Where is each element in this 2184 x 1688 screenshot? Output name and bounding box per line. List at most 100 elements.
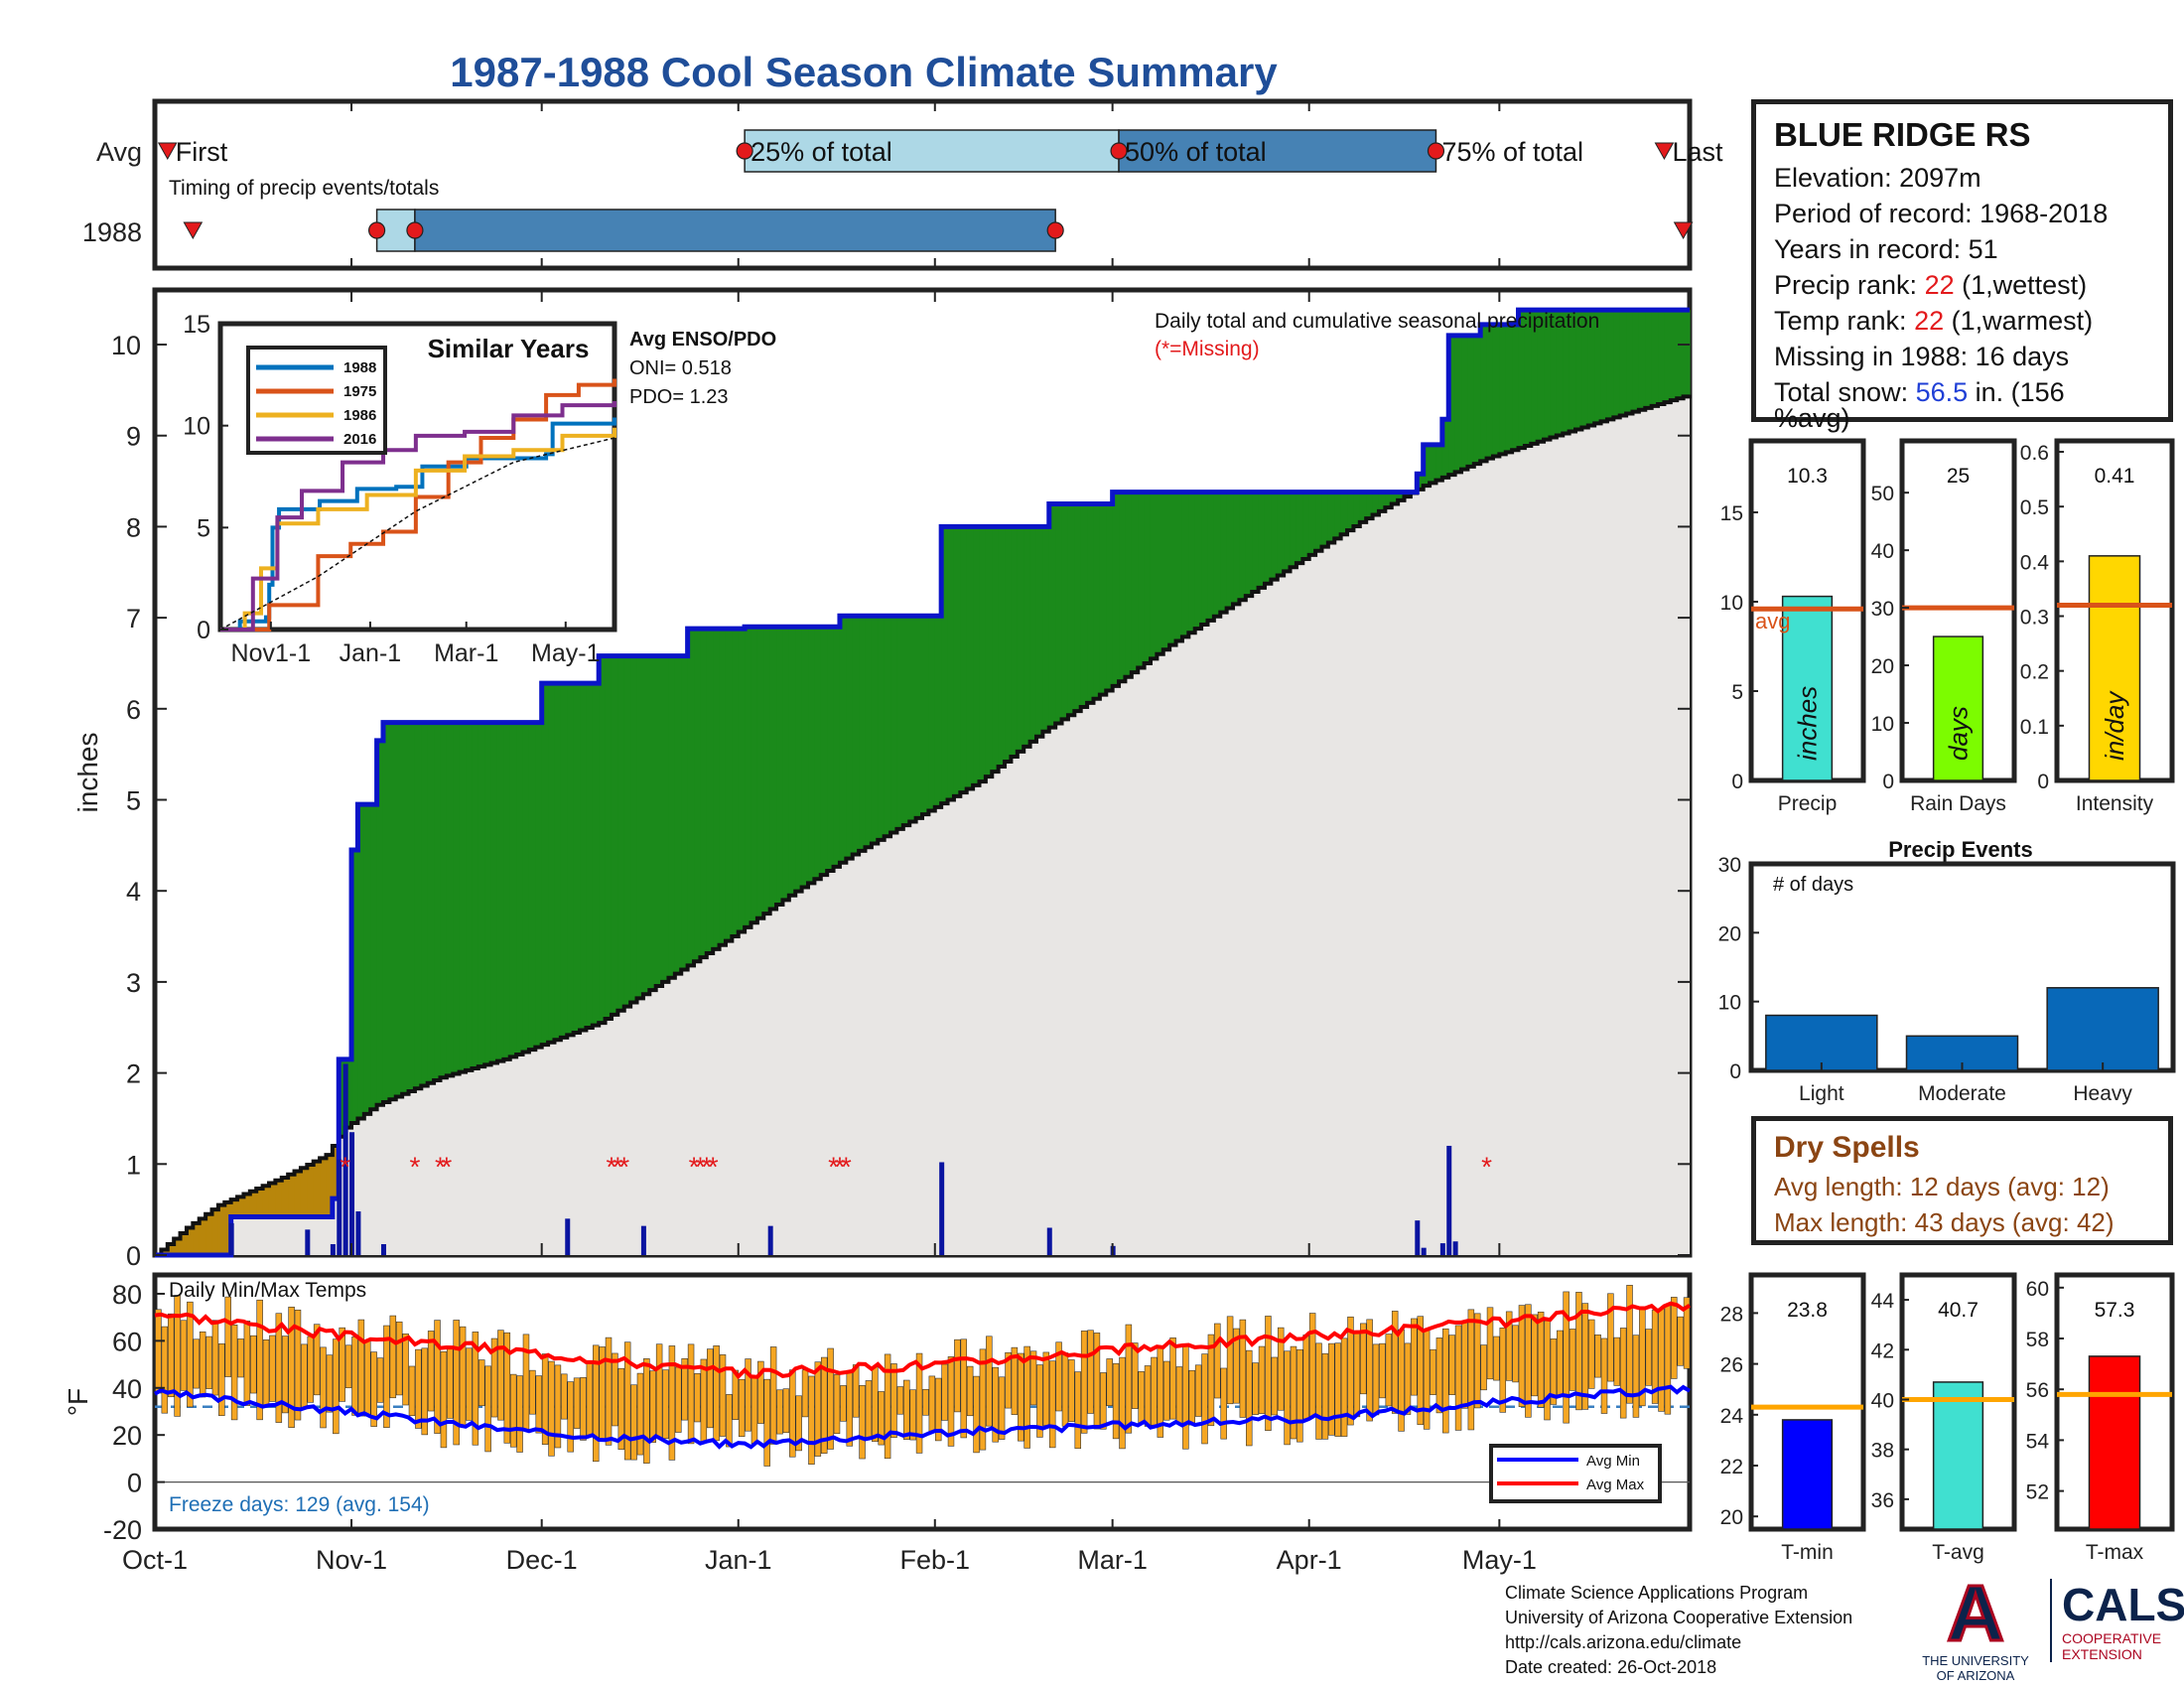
daily-temp-bar (1308, 1313, 1316, 1418)
daily-temp-bar (1486, 1307, 1494, 1380)
surplus-segment (662, 655, 670, 982)
surplus-segment (1169, 492, 1177, 645)
timing-caption: Timing of precip events/totals (169, 177, 439, 200)
daily-temp-bar (1600, 1337, 1608, 1414)
daily-temp-bar (827, 1347, 834, 1450)
intensity-unit: in/day (2100, 690, 2129, 761)
temperature-y-label: °F (63, 1388, 93, 1416)
daily-temp-bar (389, 1315, 397, 1399)
daily-temp-bar (1239, 1319, 1247, 1418)
precip-summary-panels: 10.3 0 5 10 15 Precip inches avg 25 0 10 20 30 40 50 Ra… (1720, 438, 2175, 815)
daily-temp-bar (1112, 1362, 1120, 1440)
month-label: Oct-1 (122, 1545, 188, 1575)
surplus-segment (1252, 492, 1260, 592)
daily-temp-bar (1442, 1328, 1449, 1434)
surplus-segment (1480, 324, 1488, 462)
surplus-segment (814, 627, 822, 880)
precip-y-tick-label: 3 (126, 968, 141, 998)
daily-temp-bar (326, 1354, 334, 1413)
tavg-value: 40.7 (1938, 1299, 1979, 1322)
surplus-segment (1277, 492, 1285, 576)
tmin-tick-label: 22 (1720, 1456, 1743, 1478)
events-y-tick-label: 20 (1718, 922, 1741, 945)
daily-temp-bar (954, 1338, 961, 1413)
surplus-segment (414, 722, 422, 1089)
daily-temp-bar (1563, 1291, 1570, 1424)
surplus-segment (1144, 492, 1152, 663)
daily-temp-bar (706, 1348, 714, 1429)
surplus-segment (1461, 335, 1469, 470)
daily-temp-bar (605, 1336, 613, 1446)
daily-temp-bar (903, 1379, 910, 1440)
tmax-tick-label: 60 (2026, 1278, 2049, 1301)
daily-temp-bar (1151, 1356, 1158, 1426)
tavg-label: T-avg (1932, 1541, 1984, 1564)
daily-temp-bar (1664, 1304, 1672, 1415)
surplus-segment (1042, 526, 1050, 732)
surplus-segment (630, 655, 638, 1003)
daily-temp-bar (915, 1352, 923, 1454)
precip-y-tick-label: 7 (126, 604, 141, 633)
daily-temp-bar (1512, 1325, 1519, 1383)
tmax-tick-label: 54 (2026, 1430, 2050, 1453)
surplus-segment (1150, 492, 1158, 659)
deficit-segment (205, 1213, 213, 1255)
daily-temp-bar (630, 1384, 637, 1461)
surplus-segment (1581, 310, 1589, 428)
timing-row-label-year: 1988 (82, 217, 142, 247)
deficit-segment (256, 1189, 264, 1217)
surplus-segment (776, 627, 784, 905)
surplus-segment (1378, 492, 1386, 511)
daily-temp-bar (1340, 1337, 1348, 1437)
intensity-tick-label: 0.4 (2020, 551, 2050, 574)
daily-temp-bar (763, 1378, 770, 1467)
surplus-segment (1321, 492, 1329, 547)
daily-temp-bar (1411, 1318, 1418, 1396)
surplus-segment (1467, 335, 1475, 467)
surplus-segment (623, 655, 631, 1007)
intensity-value: 0.41 (2095, 465, 2135, 488)
tavg-bar (1932, 1381, 1984, 1530)
precip-y-tick-label: 8 (126, 512, 141, 542)
tmin-bar (1781, 1419, 1834, 1530)
daily-temp-bar (288, 1306, 295, 1429)
daily-temp-bar (427, 1331, 435, 1412)
surplus-segment (979, 526, 987, 782)
surplus-segment (1239, 492, 1247, 601)
daily-temp-bar (636, 1372, 644, 1456)
credit-line-2: University of Arizona Cooperative Extens… (1505, 1608, 1853, 1627)
surplus-segment (1035, 526, 1043, 737)
rain-days-unit: days (1944, 706, 1974, 761)
daily-temp-bar (655, 1343, 663, 1439)
surplus-segment (1353, 492, 1361, 526)
surplus-segment (763, 627, 771, 914)
tmin-tick-label: 20 (1720, 1506, 1743, 1529)
daily-temp-bar (1430, 1348, 1436, 1395)
daily-temp-bar (167, 1313, 175, 1398)
surplus-segment (922, 616, 929, 815)
timing-year-q2-bar (414, 209, 1056, 252)
daily-temp-bar (275, 1313, 283, 1423)
daily-temp-bar (1265, 1316, 1272, 1431)
surplus-segment (1563, 310, 1570, 434)
daily-precip-bar (305, 1229, 311, 1255)
daily-temp-bar (1683, 1297, 1691, 1369)
daily-temp-bar (1175, 1366, 1183, 1425)
month-label: Dec-1 (506, 1545, 578, 1575)
daily-temp-bar (941, 1363, 948, 1421)
surplus-segment (560, 683, 568, 1038)
daily-temp-bar (801, 1369, 809, 1418)
surplus-segment (1556, 310, 1564, 436)
daily-temp-bar (269, 1335, 276, 1402)
deficit-segment (243, 1194, 251, 1217)
surplus-segment (1473, 335, 1481, 465)
daily-temp-bar (180, 1320, 188, 1391)
inset-y-tick-label: 5 (197, 514, 210, 542)
surplus-segment (902, 616, 910, 826)
intensity-bar (2088, 555, 2141, 781)
surplus-segment (947, 526, 955, 800)
precip-rank-note: (1,wettest) (1954, 270, 2088, 300)
surplus-segment (915, 616, 923, 818)
daily-temp-bar (447, 1347, 454, 1419)
surplus-segment (909, 616, 917, 822)
